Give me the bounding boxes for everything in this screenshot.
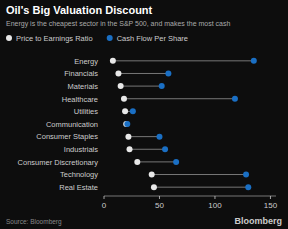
dot: [130, 108, 136, 114]
dot: [118, 83, 124, 89]
y-tick-label: Technology: [60, 170, 98, 179]
y-tick-label: Utilities: [74, 107, 98, 116]
y-tick-label: Consumer Discretionary: [18, 158, 99, 167]
source: Source: Bloomberg: [6, 218, 62, 226]
y-tick-label: Energy: [74, 57, 98, 66]
connector: [154, 187, 248, 188]
y-tick-label: Materials: [68, 82, 99, 91]
x-tick: [270, 196, 271, 199]
connector: [128, 136, 159, 137]
y-tick-label: Healthcare: [62, 95, 98, 104]
x-axis: [104, 196, 276, 197]
dot: [156, 134, 162, 140]
x-tick: [104, 196, 105, 199]
legend-marker: [6, 35, 12, 41]
connector: [118, 73, 168, 74]
legend-label: Cash Flow Per Share: [117, 34, 188, 43]
legend-marker: [107, 35, 113, 41]
dot: [159, 83, 165, 89]
y-tick-label: Consumer Staples: [36, 132, 98, 141]
dot: [251, 58, 257, 64]
x-tick-label: 50: [155, 201, 164, 210]
dot: [151, 184, 157, 190]
y-tick-label: Real Estate: [59, 183, 98, 192]
subtitle: Energy is the cheapest sector in the S&P…: [6, 20, 230, 28]
x-tick-label: 100: [208, 201, 222, 210]
watermark: Bloomberg: [234, 216, 282, 226]
dot: [165, 70, 171, 76]
dot: [245, 184, 251, 190]
x-tick-label: 0: [102, 201, 107, 210]
x-tick-label: 150: [264, 201, 278, 210]
dot: [134, 159, 140, 165]
chart: Oil's Big Valuation Discount Energy is th…: [0, 0, 288, 229]
dot: [243, 172, 249, 178]
y-tick-label: Communication: [46, 120, 98, 129]
legend-label: Price to Earnings Ratio: [16, 34, 93, 43]
marks: [110, 58, 257, 190]
connector: [152, 174, 246, 175]
dot: [127, 146, 133, 152]
dot: [149, 172, 155, 178]
dot: [122, 108, 128, 114]
dot: [125, 134, 131, 140]
connector: [121, 86, 162, 87]
dot: [232, 96, 238, 102]
background: [0, 0, 288, 229]
dot: [162, 146, 168, 152]
connector: [113, 60, 254, 61]
title: Oil's Big Valuation Discount: [6, 4, 153, 16]
dot: [121, 96, 127, 102]
dot: [124, 121, 130, 127]
y-tick-label: Industrials: [64, 145, 98, 154]
y-tick-label: Financials: [64, 69, 98, 78]
connector: [137, 161, 176, 162]
x-tick: [159, 196, 160, 199]
dot: [173, 159, 179, 165]
dot: [110, 58, 116, 64]
connector: [130, 149, 166, 150]
x-tick: [214, 196, 215, 199]
connector: [124, 98, 235, 99]
dot: [115, 70, 121, 76]
